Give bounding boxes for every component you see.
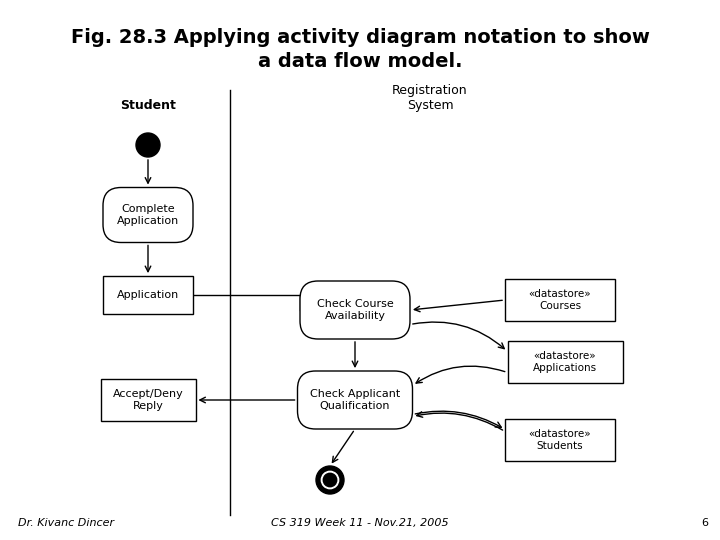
Circle shape [316,466,344,494]
Text: 6: 6 [701,518,708,528]
Text: Complete
Application: Complete Application [117,204,179,226]
FancyBboxPatch shape [300,281,410,339]
Text: Fig. 28.3 Applying activity diagram notation to show: Fig. 28.3 Applying activity diagram nota… [71,28,649,47]
FancyBboxPatch shape [103,187,193,242]
Circle shape [136,133,160,157]
Text: Application: Application [117,290,179,300]
Bar [505,279,615,321]
Text: Student: Student [120,99,176,112]
Bar [505,419,615,461]
Bar [508,341,623,383]
Text: Accept/Deny
Reply: Accept/Deny Reply [112,389,184,411]
Bar [103,276,193,314]
Text: Dr. Kivanc Dincer: Dr. Kivanc Dincer [18,518,114,528]
Text: Registration
System: Registration System [392,84,468,112]
FancyBboxPatch shape [297,371,413,429]
Text: CS 319 Week 11 - Nov.21, 2005: CS 319 Week 11 - Nov.21, 2005 [271,518,449,528]
Circle shape [321,471,338,489]
Text: «datastore»
Courses: «datastore» Courses [528,289,591,311]
Text: «datastore»
Applications: «datastore» Applications [533,351,597,373]
Circle shape [323,473,337,487]
Text: Check Course
Availability: Check Course Availability [317,299,393,321]
Text: Check Applicant
Qualification: Check Applicant Qualification [310,389,400,411]
Bar [101,379,196,421]
Text: a data flow model.: a data flow model. [258,52,462,71]
Text: «datastore»
Students: «datastore» Students [528,429,591,451]
